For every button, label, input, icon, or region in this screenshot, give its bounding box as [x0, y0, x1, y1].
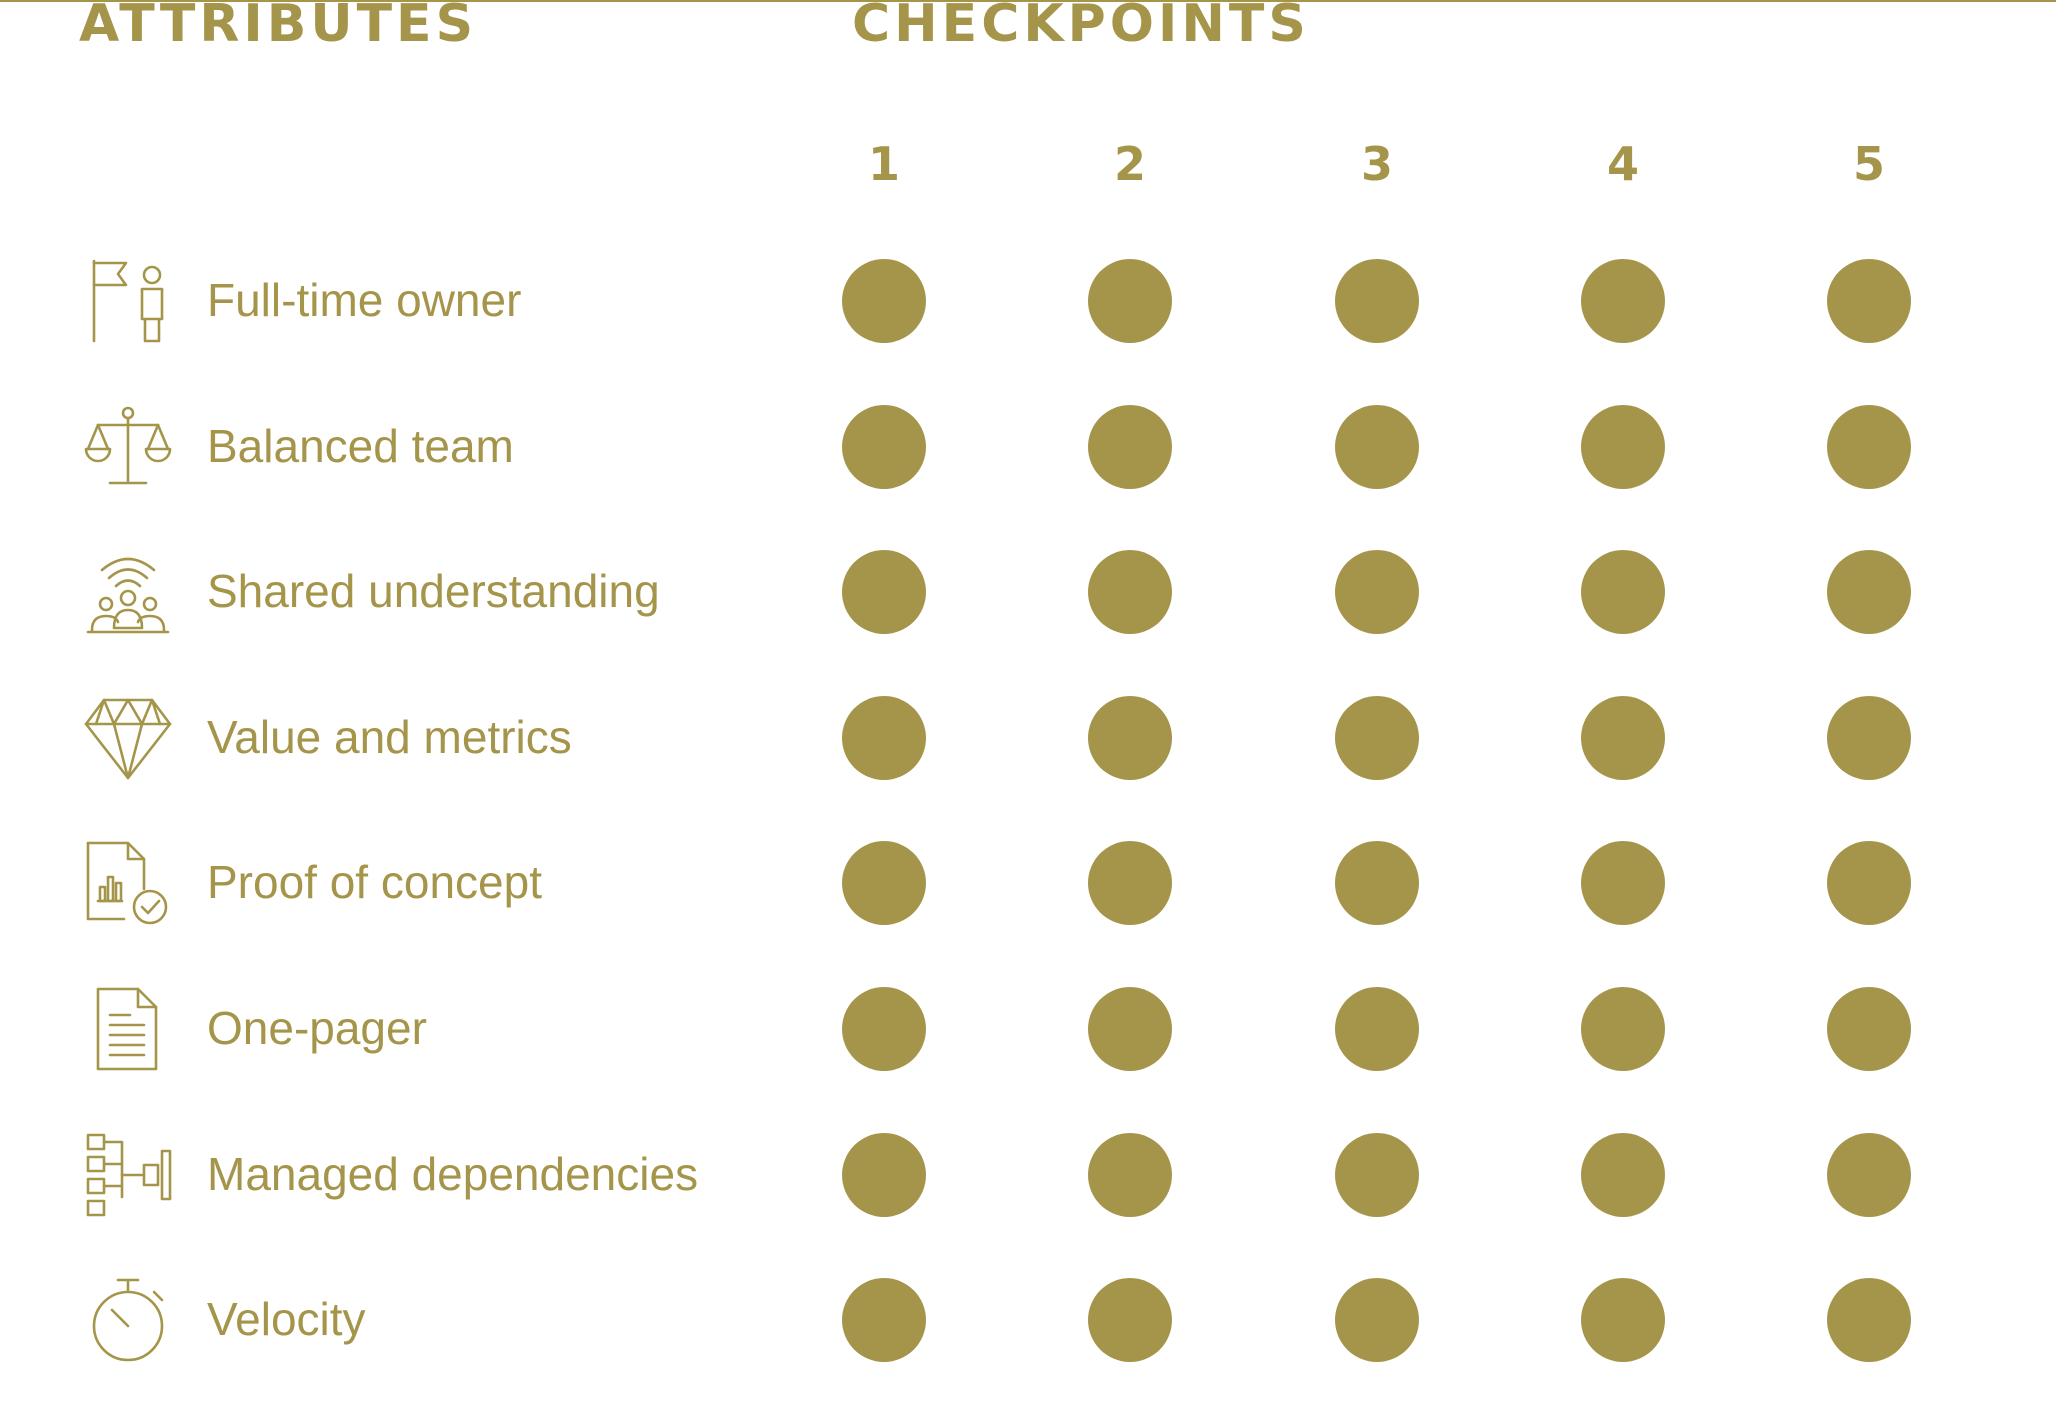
- checkpoint-3-dot: [1335, 841, 1419, 926]
- checkpoint-2-dot: [1088, 1278, 1172, 1363]
- checkpoint-1-dot: [842, 695, 926, 780]
- checkpoint-1-dot: [842, 1278, 926, 1363]
- document-icon: [82, 985, 174, 1073]
- checkpoint-4-dot: [1581, 1278, 1665, 1363]
- attribute-row: Shared understanding: [0, 537, 2056, 647]
- checkpoint-1-dot: [842, 259, 926, 343]
- checkpoint-2-dot: [1088, 259, 1172, 343]
- checkpoint-5-dot: [1827, 550, 1911, 635]
- checkpoint-4-dot: [1581, 695, 1665, 780]
- checkpoint-5-dot: [1827, 259, 1911, 343]
- checkpoint-3-dot: [1335, 550, 1419, 635]
- checkpoint-5-dot: [1827, 1132, 1911, 1217]
- checkpoint-3-dot: [1335, 259, 1419, 343]
- checkpoint-3-dot: [1335, 404, 1419, 489]
- checkpoint-1-dot: [842, 841, 926, 926]
- checkpoint-1-dot: [842, 550, 926, 635]
- checkpoint-3-dot: [1335, 1132, 1419, 1217]
- checkpoint-1-dot: [842, 987, 926, 1071]
- checkpoint-4-dot: [1581, 259, 1665, 343]
- checkpoint-5-dot: [1827, 1278, 1911, 1363]
- checkpoint-number-1: 1: [867, 137, 900, 191]
- checkpoint-5-dot: [1827, 841, 1911, 926]
- attribute-label: Managed dependencies: [207, 1147, 699, 1200]
- checkpoints-header: CHECKPOINTS: [852, 0, 1310, 54]
- checkpoint-1-dot: [842, 404, 926, 489]
- checkpoint-2-dot: [1088, 550, 1172, 635]
- checkpoint-1-dot: [842, 1132, 926, 1217]
- chart-document-check-icon: [82, 839, 174, 927]
- checkpoint-3-dot: [1335, 1278, 1419, 1363]
- attribute-row: Full-time owner: [0, 246, 2056, 356]
- attribute-row: Velocity: [0, 1265, 2056, 1375]
- checkpoint-4-dot: [1581, 1132, 1665, 1217]
- checkpoint-4-dot: [1581, 550, 1665, 635]
- attribute-label: Proof of concept: [207, 856, 542, 909]
- stopwatch-icon: [82, 1276, 174, 1364]
- attribute-row: Value and metrics: [0, 683, 2056, 793]
- checkpoint-2-dot: [1088, 987, 1172, 1071]
- checkpoint-number-4: 4: [1606, 137, 1639, 191]
- checkpoint-5-dot: [1827, 987, 1911, 1071]
- attribute-row: Managed dependencies: [0, 1120, 2056, 1230]
- checkpoint-2-dot: [1088, 404, 1172, 489]
- attribute-label: Full-time owner: [207, 274, 522, 326]
- attribute-row: Proof of concept: [0, 828, 2056, 938]
- attribute-label: Value and metrics: [207, 710, 572, 763]
- checkpoint-2-dot: [1088, 695, 1172, 780]
- checkpoint-4-dot: [1581, 987, 1665, 1071]
- checkpoint-2-dot: [1088, 1132, 1172, 1217]
- checkpoint-number-row: 1 2 3 4 5: [0, 138, 2056, 190]
- attribute-label: One-pager: [207, 1002, 427, 1054]
- diamond-icon: [82, 694, 174, 782]
- attribute-label: Shared understanding: [207, 565, 660, 618]
- dependency-tree-icon: [82, 1131, 174, 1219]
- checkpoint-3-dot: [1335, 987, 1419, 1071]
- checkpoint-number-2: 2: [1113, 137, 1146, 191]
- balance-scale-icon: [82, 403, 174, 491]
- checkpoint-number-3: 3: [1360, 137, 1393, 191]
- attribute-label: Balanced team: [207, 419, 514, 472]
- top-rule: [0, 0, 2056, 2]
- flag-person-icon: [82, 257, 174, 345]
- checkpoint-4-dot: [1581, 841, 1665, 926]
- checkpoint-5-dot: [1827, 404, 1911, 489]
- group-signal-icon: [82, 548, 174, 636]
- checkpoint-2-dot: [1088, 841, 1172, 926]
- attributes-header: ATTRIBUTES: [79, 0, 478, 54]
- checkpoint-3-dot: [1335, 695, 1419, 780]
- checkpoint-4-dot: [1581, 404, 1665, 489]
- checkpoint-5-dot: [1827, 695, 1911, 780]
- checkpoint-number-5: 5: [1852, 137, 1885, 191]
- attribute-row: One-pager: [0, 974, 2056, 1084]
- attribute-label: Velocity: [207, 1293, 366, 1346]
- attribute-row: Balanced team: [0, 392, 2056, 502]
